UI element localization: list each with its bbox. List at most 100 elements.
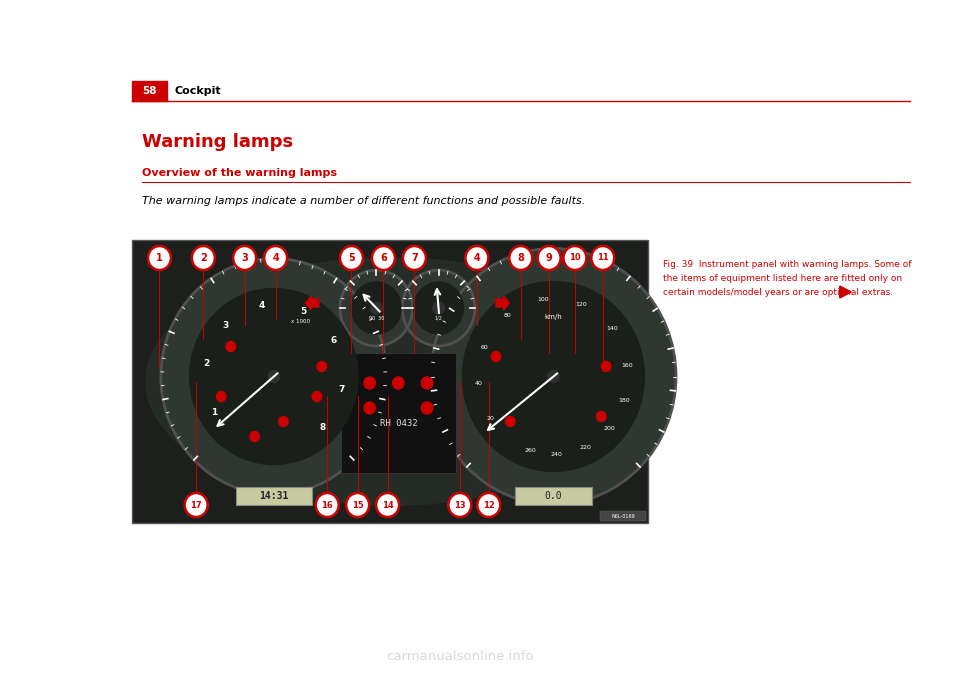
Circle shape xyxy=(564,246,587,270)
Circle shape xyxy=(317,361,326,372)
Bar xyxy=(235,487,312,505)
Circle shape xyxy=(216,391,226,401)
Circle shape xyxy=(376,493,399,517)
Ellipse shape xyxy=(145,257,636,506)
Circle shape xyxy=(371,302,382,314)
Text: 16: 16 xyxy=(322,500,333,509)
Circle shape xyxy=(364,377,375,389)
Circle shape xyxy=(414,282,464,334)
Text: 8: 8 xyxy=(517,253,524,263)
Text: 3: 3 xyxy=(222,321,228,330)
Text: 12: 12 xyxy=(483,500,494,509)
Text: 100: 100 xyxy=(538,297,549,302)
FancyArrow shape xyxy=(496,296,510,310)
Text: 13: 13 xyxy=(454,500,466,509)
Bar xyxy=(341,353,456,473)
Text: 58: 58 xyxy=(142,86,156,96)
Text: The warning lamps indicate a number of different functions and possible faults.: The warning lamps indicate a number of d… xyxy=(142,196,585,206)
Circle shape xyxy=(226,342,235,351)
Text: 4: 4 xyxy=(258,301,265,310)
Text: Cockpit: Cockpit xyxy=(175,86,221,96)
Text: 17: 17 xyxy=(190,500,202,509)
Circle shape xyxy=(184,493,207,517)
Text: 1: 1 xyxy=(156,253,163,263)
Text: 260: 260 xyxy=(524,448,537,453)
Text: 7: 7 xyxy=(339,384,345,393)
Text: 240: 240 xyxy=(550,452,562,457)
Circle shape xyxy=(506,416,516,426)
Text: 1/2: 1/2 xyxy=(435,315,443,321)
Text: 5: 5 xyxy=(348,253,355,263)
Text: 8: 8 xyxy=(320,423,325,432)
Text: 180: 180 xyxy=(618,398,631,403)
Circle shape xyxy=(509,246,532,270)
Circle shape xyxy=(364,402,375,414)
Circle shape xyxy=(148,246,171,270)
Circle shape xyxy=(351,282,401,334)
Text: 15: 15 xyxy=(351,500,364,509)
Text: 160: 160 xyxy=(621,363,634,368)
Circle shape xyxy=(340,246,363,270)
Text: 0.0: 0.0 xyxy=(544,491,563,501)
Circle shape xyxy=(596,412,606,422)
Text: the items of equipment listed here are fitted only on: the items of equipment listed here are f… xyxy=(662,274,901,283)
Text: carmanualsonline.info: carmanualsonline.info xyxy=(386,650,534,662)
Circle shape xyxy=(433,302,444,314)
Bar xyxy=(132,240,648,523)
Text: 140: 140 xyxy=(607,326,618,331)
Text: 120: 120 xyxy=(576,302,588,306)
Circle shape xyxy=(161,258,387,494)
Circle shape xyxy=(233,246,256,270)
Text: x 1000: x 1000 xyxy=(291,319,310,324)
Text: 3: 3 xyxy=(241,253,248,263)
Text: 80: 80 xyxy=(504,313,512,317)
Text: 200: 200 xyxy=(603,426,614,431)
Circle shape xyxy=(538,246,561,270)
Circle shape xyxy=(448,493,471,517)
Text: 60: 60 xyxy=(480,345,488,350)
Circle shape xyxy=(548,370,559,382)
Circle shape xyxy=(340,270,413,346)
Bar xyxy=(600,511,646,521)
Circle shape xyxy=(421,402,433,414)
Text: 2: 2 xyxy=(203,359,209,369)
Text: 6: 6 xyxy=(380,253,387,263)
Circle shape xyxy=(264,246,287,270)
Text: 14: 14 xyxy=(382,500,394,509)
Circle shape xyxy=(250,431,259,441)
Text: certain models/model years or are optional extras.: certain models/model years or are option… xyxy=(662,288,893,297)
Text: 5: 5 xyxy=(300,306,306,316)
Text: 4: 4 xyxy=(273,253,279,263)
Circle shape xyxy=(591,246,614,270)
FancyArrow shape xyxy=(305,296,319,310)
Circle shape xyxy=(601,361,611,372)
Text: 10: 10 xyxy=(569,254,581,262)
Circle shape xyxy=(431,249,676,504)
Circle shape xyxy=(189,289,358,464)
Text: Warning lamps: Warning lamps xyxy=(142,133,293,151)
Circle shape xyxy=(268,370,279,382)
Text: km/h: km/h xyxy=(544,313,563,319)
Text: 20: 20 xyxy=(487,416,494,422)
Circle shape xyxy=(466,246,489,270)
Text: Overview of the warning lamps: Overview of the warning lamps xyxy=(142,168,337,178)
Circle shape xyxy=(312,391,322,401)
Polygon shape xyxy=(840,286,852,298)
Circle shape xyxy=(477,493,500,517)
Circle shape xyxy=(372,246,395,270)
Text: 9: 9 xyxy=(546,253,553,263)
Circle shape xyxy=(492,351,501,361)
Circle shape xyxy=(402,270,475,346)
Bar xyxy=(516,487,591,505)
Text: 40: 40 xyxy=(475,381,483,386)
Circle shape xyxy=(192,246,215,270)
Circle shape xyxy=(278,416,288,426)
Text: 90  30: 90 30 xyxy=(369,315,384,321)
Text: 220: 220 xyxy=(579,445,591,450)
Text: N6L-0169: N6L-0169 xyxy=(612,513,636,519)
Text: 1: 1 xyxy=(211,408,217,417)
Text: RH 0432: RH 0432 xyxy=(379,418,418,428)
Circle shape xyxy=(393,377,404,389)
Text: 4: 4 xyxy=(473,253,480,263)
Text: 6: 6 xyxy=(330,336,337,345)
